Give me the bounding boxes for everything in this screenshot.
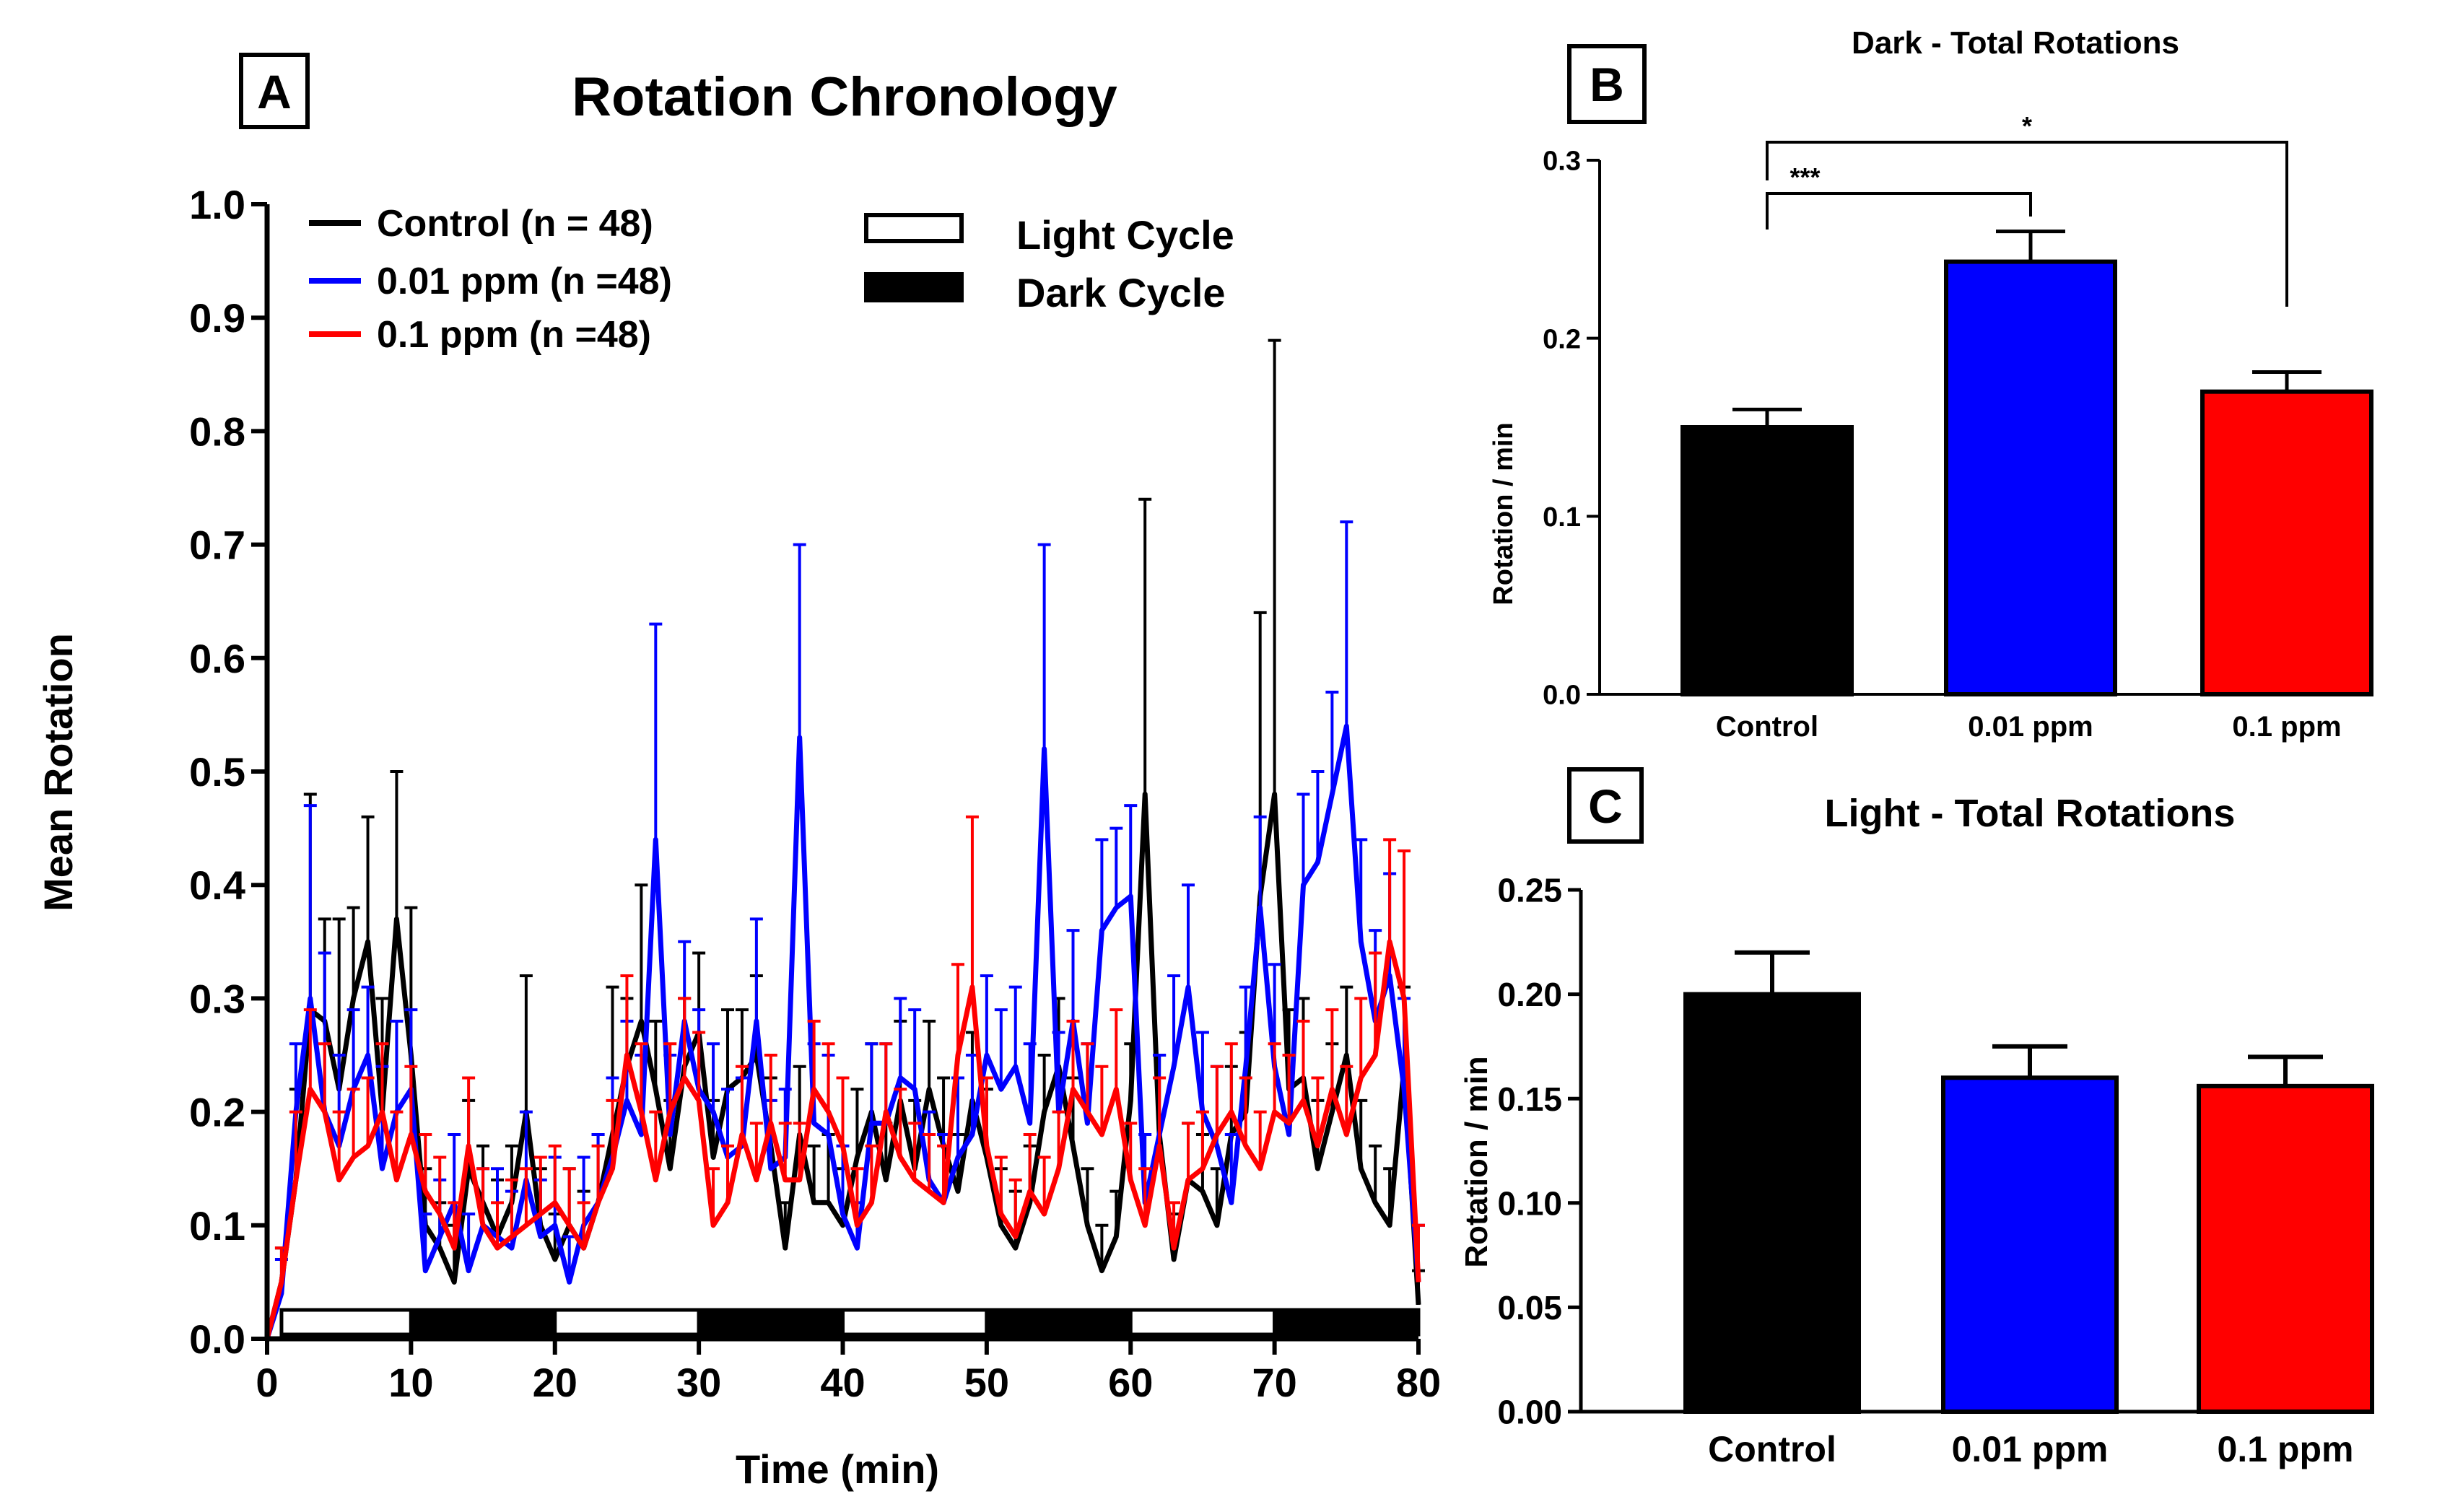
cycle-bars (279, 1308, 1421, 1337)
category-label-2: 0.1 ppm (2218, 1429, 2354, 1469)
x-tick-label: 60 (1108, 1360, 1153, 1405)
legend: Control (n = 48) 0.01 ppm (n =48) 0.1 pp… (309, 203, 1234, 356)
significance-label-0: *** (1789, 162, 1820, 192)
bar-y-tick-label: 0.15 (1497, 1080, 1562, 1118)
y-tick-label: 0.8 (189, 408, 245, 454)
panel-a: A Rotation Chronology 0.0 0.1 0.2 0.3 0.4 0.5… (35, 53, 1441, 1492)
x-tick-label: 0 (256, 1360, 278, 1405)
category-label-1: 0.01 ppm (1952, 1429, 2109, 1469)
bar-y-tick-label: 0.0 (1543, 681, 1581, 711)
panel-a-title: Rotation Chronology (572, 66, 1117, 128)
y-tick-label: 1.0 (189, 182, 245, 227)
panel-b-letter: B (1590, 58, 1624, 111)
bar-y-tick-label: 0.2 (1543, 324, 1581, 354)
bar-y-tick-label: 0.20 (1497, 976, 1562, 1013)
bar-y-tick-label: 0.05 (1497, 1289, 1562, 1327)
y-axis-title: Mean Rotation (35, 633, 81, 912)
y-tick-label: 0.6 (189, 636, 245, 681)
bar-1 (1941, 1075, 2119, 1415)
legend-light-cycle-swatch (864, 213, 964, 243)
bar-0 (1680, 425, 1854, 696)
legend-01ppm-label: 0.1 ppm (n =48) (377, 314, 651, 356)
panel-c-y-axis-title: Rotation / min (1459, 1056, 1494, 1267)
y-tick-label: 0.5 (189, 749, 245, 795)
bar-2 (2200, 389, 2373, 697)
legend-001ppm-label: 0.01 ppm (n =48) (377, 261, 672, 302)
panel-a-letter: A (257, 65, 292, 118)
significance-bracket-1: * (1766, 111, 2288, 307)
dark-cycle-bar (1273, 1308, 1421, 1337)
light-cycle-bar (841, 1308, 989, 1337)
bracket-line (1766, 141, 2288, 307)
y-tick-label: 0.4 (189, 862, 245, 908)
axis-ticks: 0.0 0.1 0.2 0.3 0.4 0.5 0.6 0.7 0.8 0.9 1.0 0 10 20 30… (189, 182, 1441, 1405)
y-tick-label: 0.2 (189, 1090, 245, 1135)
significance-bracket-0: *** (1766, 162, 2032, 230)
panel-c-label-box (1567, 767, 1644, 844)
dark-cycle-bar (409, 1308, 557, 1337)
y-tick-label: 0.1 (189, 1203, 245, 1249)
series-2 (264, 815, 1425, 1340)
panel-a-label-box (239, 53, 310, 129)
legend-light-cycle-label: Light Cycle (1016, 212, 1234, 258)
panel-b: B Dark - Total Rotations Rotation / min … (1488, 25, 2373, 743)
x-tick-label: 70 (1252, 1360, 1296, 1405)
bar-y-tick-label: 0.00 (1497, 1394, 1562, 1431)
panel-b-label-box (1567, 44, 1647, 124)
panel-c-plot: Control 0.01 ppm 0.1 ppm 0.00 0.05 0.10 0.15 0.… (1497, 872, 2374, 1469)
bar-y-tick-label: 0.25 (1497, 872, 1562, 909)
category-label-0: Control (1708, 1429, 1836, 1469)
x-tick-label: 50 (964, 1360, 1009, 1405)
series-layer (264, 338, 1425, 1340)
bar-2 (2197, 1083, 2374, 1415)
y-tick-label: 0.7 (189, 523, 245, 568)
y-tick-label: 0.3 (189, 976, 245, 1021)
category-label-1: 0.01 ppm (1968, 711, 2093, 743)
light-cycle-bar (553, 1308, 701, 1337)
x-axis-title: Time (min) (736, 1446, 939, 1492)
series-line (264, 939, 1421, 1340)
x-tick-label: 20 (533, 1360, 577, 1405)
series-line (264, 791, 1421, 1340)
bar-1 (1944, 259, 2117, 697)
x-tick-label: 10 (388, 1360, 433, 1405)
x-tick-label: 30 (676, 1360, 721, 1405)
bar-0 (1683, 992, 1861, 1414)
legend-dark-cycle-swatch (864, 272, 964, 302)
legend-dark-cycle-label: Dark Cycle (1016, 270, 1226, 315)
panel-c-letter: C (1588, 779, 1623, 833)
light-cycle-bar (1128, 1308, 1277, 1337)
dark-cycle-bar (697, 1308, 845, 1337)
category-label-0: Control (1716, 711, 1818, 743)
y-tick-label: 0.0 (189, 1316, 245, 1362)
y-tick-label: 0.9 (189, 295, 245, 341)
panel-b-y-axis-title: Rotation / min (1488, 422, 1519, 605)
bar-y-tick-label: 0.3 (1543, 147, 1581, 177)
bar-y-tick-label: 0.10 (1497, 1184, 1562, 1222)
light-cycle-bar (279, 1308, 413, 1337)
category-label-2: 0.1 ppm (2232, 711, 2341, 743)
panel-c-title: Light - Total Rotations (1825, 792, 2236, 835)
significance-label-1: * (2022, 111, 2032, 141)
dark-cycle-bar (985, 1308, 1133, 1337)
x-tick-label: 80 (1396, 1360, 1441, 1405)
bar-y-tick-label: 0.1 (1543, 502, 1581, 533)
x-tick-label: 40 (820, 1360, 865, 1405)
panel-c: C Light - Total Rotations Rotation / min… (1459, 767, 2374, 1469)
bracket-line (1766, 192, 2032, 230)
legend-control-label: Control (n = 48) (377, 203, 653, 245)
panel-b-title: Dark - Total Rotations (1852, 25, 2179, 61)
